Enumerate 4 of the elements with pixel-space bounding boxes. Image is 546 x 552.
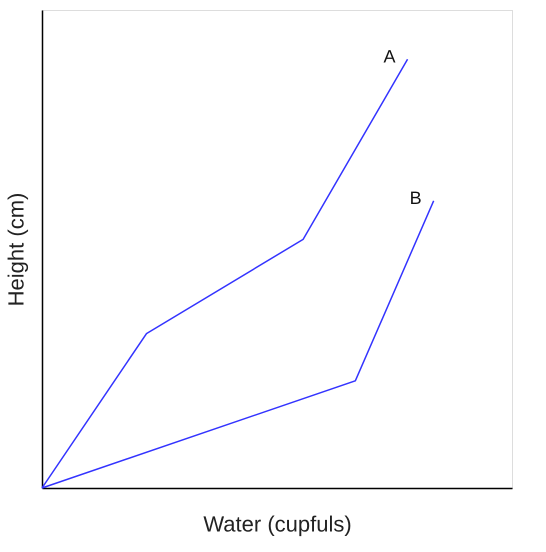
series-label: B [410, 188, 422, 208]
y-axis-title: Height (cm) [4, 192, 28, 306]
x-axis-title: Water (cupfuls) [203, 512, 352, 536]
series-label: A [384, 46, 396, 66]
